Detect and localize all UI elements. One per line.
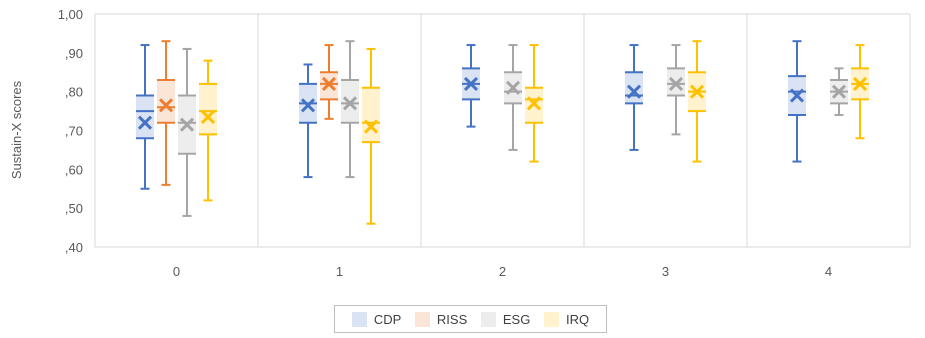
box-esg [830, 67, 848, 116]
box-plot-chart: ,40 ,50 ,60 ,70 ,80 ,90 1,00 0 1 2 3 4 Sustain-X sc… [9, 7, 911, 279]
y-tick-label: 1,00 [58, 7, 83, 22]
axes: ,40 ,50 ,60 ,70 ,80 ,90 1,00 0 1 2 3 4 [58, 7, 832, 279]
box-body [157, 80, 175, 123]
box-body [136, 95, 154, 139]
mean-marker [158, 98, 174, 113]
box-cdp [788, 40, 806, 163]
legend-label: IRQ [566, 311, 590, 327]
box-cdp [136, 44, 154, 190]
legend-item-esg: ESG [480, 311, 531, 327]
mean-marker [463, 76, 479, 91]
mean-marker [852, 76, 868, 91]
box-irq [688, 40, 706, 163]
legend-swatch [480, 311, 496, 327]
box-irq [362, 47, 380, 225]
mean-marker [300, 98, 316, 113]
box-riss [320, 44, 338, 120]
box-esg [178, 47, 196, 217]
mean-marker [200, 109, 216, 124]
mean-marker [342, 96, 358, 111]
legend-swatch [414, 311, 430, 327]
gridlines [94, 13, 911, 248]
box-cdp [299, 63, 317, 179]
box-esg [504, 44, 522, 151]
box-irq [851, 44, 869, 140]
box-body [362, 87, 380, 143]
box-esg [341, 40, 359, 179]
box-body [625, 72, 643, 104]
y-tick-label: ,40 [65, 240, 83, 255]
mean-marker [526, 96, 542, 111]
legend-item-cdp: CDP [351, 311, 402, 327]
legend-item-irq: IRQ [544, 311, 590, 327]
y-axis-title: Sustain-X scores [9, 80, 24, 179]
box-cdp [462, 44, 480, 128]
mean-marker [179, 117, 195, 132]
mean-marker [689, 84, 705, 99]
chart-legend: CDP RISS ESG IRQ [334, 305, 607, 333]
legend-label: CDP [373, 311, 402, 327]
y-tick-label: ,90 [65, 46, 83, 61]
x-tick-label: 2 [499, 264, 506, 279]
x-tick-label: 0 [173, 264, 180, 279]
legend-item-riss: RISS [414, 311, 468, 327]
mean-marker [505, 80, 521, 95]
mean-marker [321, 76, 337, 91]
mean-marker [831, 84, 847, 99]
x-tick-label: 1 [336, 264, 343, 279]
mean-marker [626, 84, 642, 99]
box-irq [199, 59, 217, 202]
legend-label: RISS [436, 311, 468, 327]
box-irq [525, 44, 543, 163]
box-body [199, 83, 217, 135]
y-tick-label: ,80 [65, 85, 83, 100]
box-esg [667, 44, 685, 136]
legend-label: ESG [502, 311, 531, 327]
legend-swatch [351, 311, 367, 327]
y-tick-label: ,50 [65, 201, 83, 216]
x-tick-label: 3 [662, 264, 669, 279]
y-tick-label: ,60 [65, 162, 83, 177]
box-cdp [625, 44, 643, 151]
x-tick-label: 4 [825, 264, 832, 279]
mean-marker [668, 76, 684, 91]
y-tick-label: ,70 [65, 124, 83, 139]
mean-marker [137, 115, 153, 130]
boxes [136, 40, 869, 225]
mean-marker [789, 88, 805, 103]
box-riss [157, 40, 175, 186]
mean-marker [363, 119, 379, 134]
legend-swatch [544, 311, 559, 327]
